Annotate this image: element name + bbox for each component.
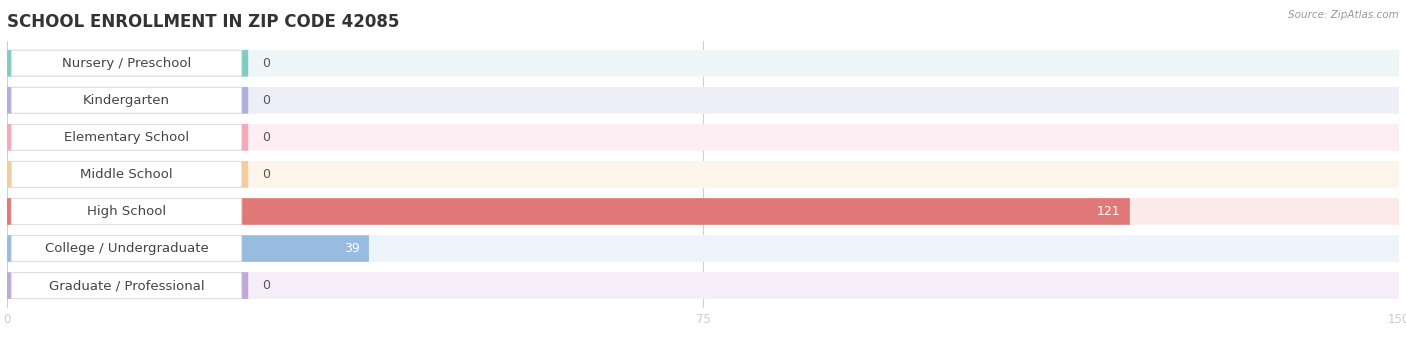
Text: 0: 0 (262, 168, 270, 181)
Text: 0: 0 (262, 57, 270, 70)
FancyBboxPatch shape (7, 50, 1399, 77)
FancyBboxPatch shape (11, 273, 242, 299)
FancyBboxPatch shape (7, 235, 1399, 262)
FancyBboxPatch shape (7, 235, 368, 262)
FancyBboxPatch shape (11, 236, 242, 262)
FancyBboxPatch shape (7, 87, 1399, 114)
FancyBboxPatch shape (11, 198, 242, 224)
FancyBboxPatch shape (7, 198, 1399, 225)
Text: 0: 0 (262, 279, 270, 292)
FancyBboxPatch shape (7, 50, 249, 77)
FancyBboxPatch shape (11, 50, 242, 76)
FancyBboxPatch shape (11, 87, 242, 113)
FancyBboxPatch shape (7, 87, 249, 114)
Text: 0: 0 (262, 94, 270, 107)
Text: 0: 0 (262, 131, 270, 144)
Text: Middle School: Middle School (80, 168, 173, 181)
FancyBboxPatch shape (7, 161, 249, 188)
Text: Source: ZipAtlas.com: Source: ZipAtlas.com (1288, 10, 1399, 20)
FancyBboxPatch shape (11, 161, 242, 187)
Text: Graduate / Professional: Graduate / Professional (49, 279, 204, 292)
Text: Nursery / Preschool: Nursery / Preschool (62, 57, 191, 70)
Text: High School: High School (87, 205, 166, 218)
FancyBboxPatch shape (11, 124, 242, 150)
Text: 39: 39 (344, 242, 360, 255)
FancyBboxPatch shape (7, 124, 1399, 151)
Text: 121: 121 (1097, 205, 1121, 218)
Text: Kindergarten: Kindergarten (83, 94, 170, 107)
Text: SCHOOL ENROLLMENT IN ZIP CODE 42085: SCHOOL ENROLLMENT IN ZIP CODE 42085 (7, 13, 399, 31)
FancyBboxPatch shape (7, 272, 1399, 299)
Text: Elementary School: Elementary School (63, 131, 188, 144)
FancyBboxPatch shape (7, 161, 1399, 188)
Text: College / Undergraduate: College / Undergraduate (45, 242, 208, 255)
FancyBboxPatch shape (7, 198, 1130, 225)
FancyBboxPatch shape (7, 124, 249, 151)
FancyBboxPatch shape (7, 272, 249, 299)
